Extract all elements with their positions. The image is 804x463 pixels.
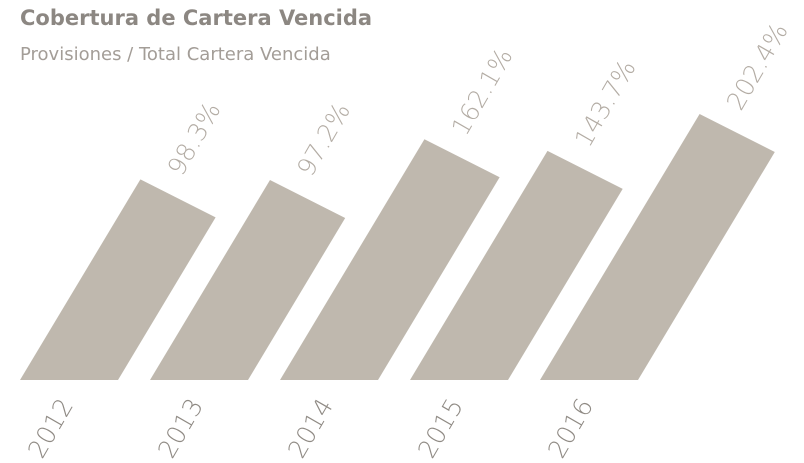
bar — [280, 139, 500, 380]
bar — [20, 179, 216, 380]
x-tick-label: 2012 — [22, 393, 79, 463]
bar — [410, 150, 623, 380]
chart-subtitle: Provisiones / Total Cartera Vencida — [20, 44, 331, 65]
value-label: 202.4% — [721, 18, 794, 115]
value-label: 143.7% — [569, 55, 642, 152]
bar — [540, 114, 775, 380]
chart-title: Cobertura de Cartera Vencida — [20, 6, 372, 30]
value-label: 98.3% — [162, 97, 227, 180]
x-tick-label: 2015 — [412, 393, 469, 463]
x-tick-label: 2016 — [542, 393, 599, 463]
bar — [150, 180, 346, 380]
x-tick-label: 2014 — [282, 393, 339, 463]
x-tick-label: 2013 — [152, 393, 209, 463]
value-label: 97.2% — [291, 98, 356, 181]
value-label: 162.1% — [446, 43, 519, 140]
